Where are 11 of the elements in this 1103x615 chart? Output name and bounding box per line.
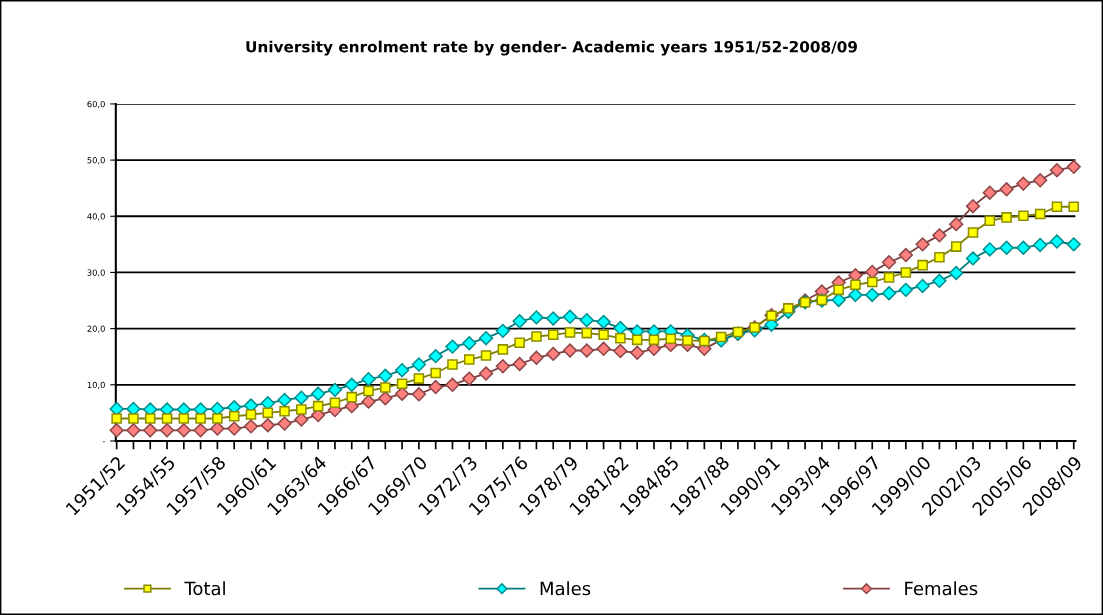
- y-tick-label: 60,0: [87, 100, 105, 109]
- legend-label: Females: [905, 581, 978, 596]
- y-tick-label: 30,0: [87, 269, 105, 277]
- legend-label: Males: [540, 581, 591, 596]
- y-tick-label: 50,0: [87, 157, 105, 165]
- legend-label: Total: [184, 581, 225, 596]
- chart-title: University enrolment rate by gender- Academic years 1951/52-2008/09: [246, 40, 857, 56]
- y-tick-label: 10,0: [87, 381, 105, 389]
- y-tick-label: 40,0: [87, 213, 105, 221]
- y-tick-label: -: [102, 441, 105, 443]
- y-tick-label: 20,0: [87, 325, 105, 333]
